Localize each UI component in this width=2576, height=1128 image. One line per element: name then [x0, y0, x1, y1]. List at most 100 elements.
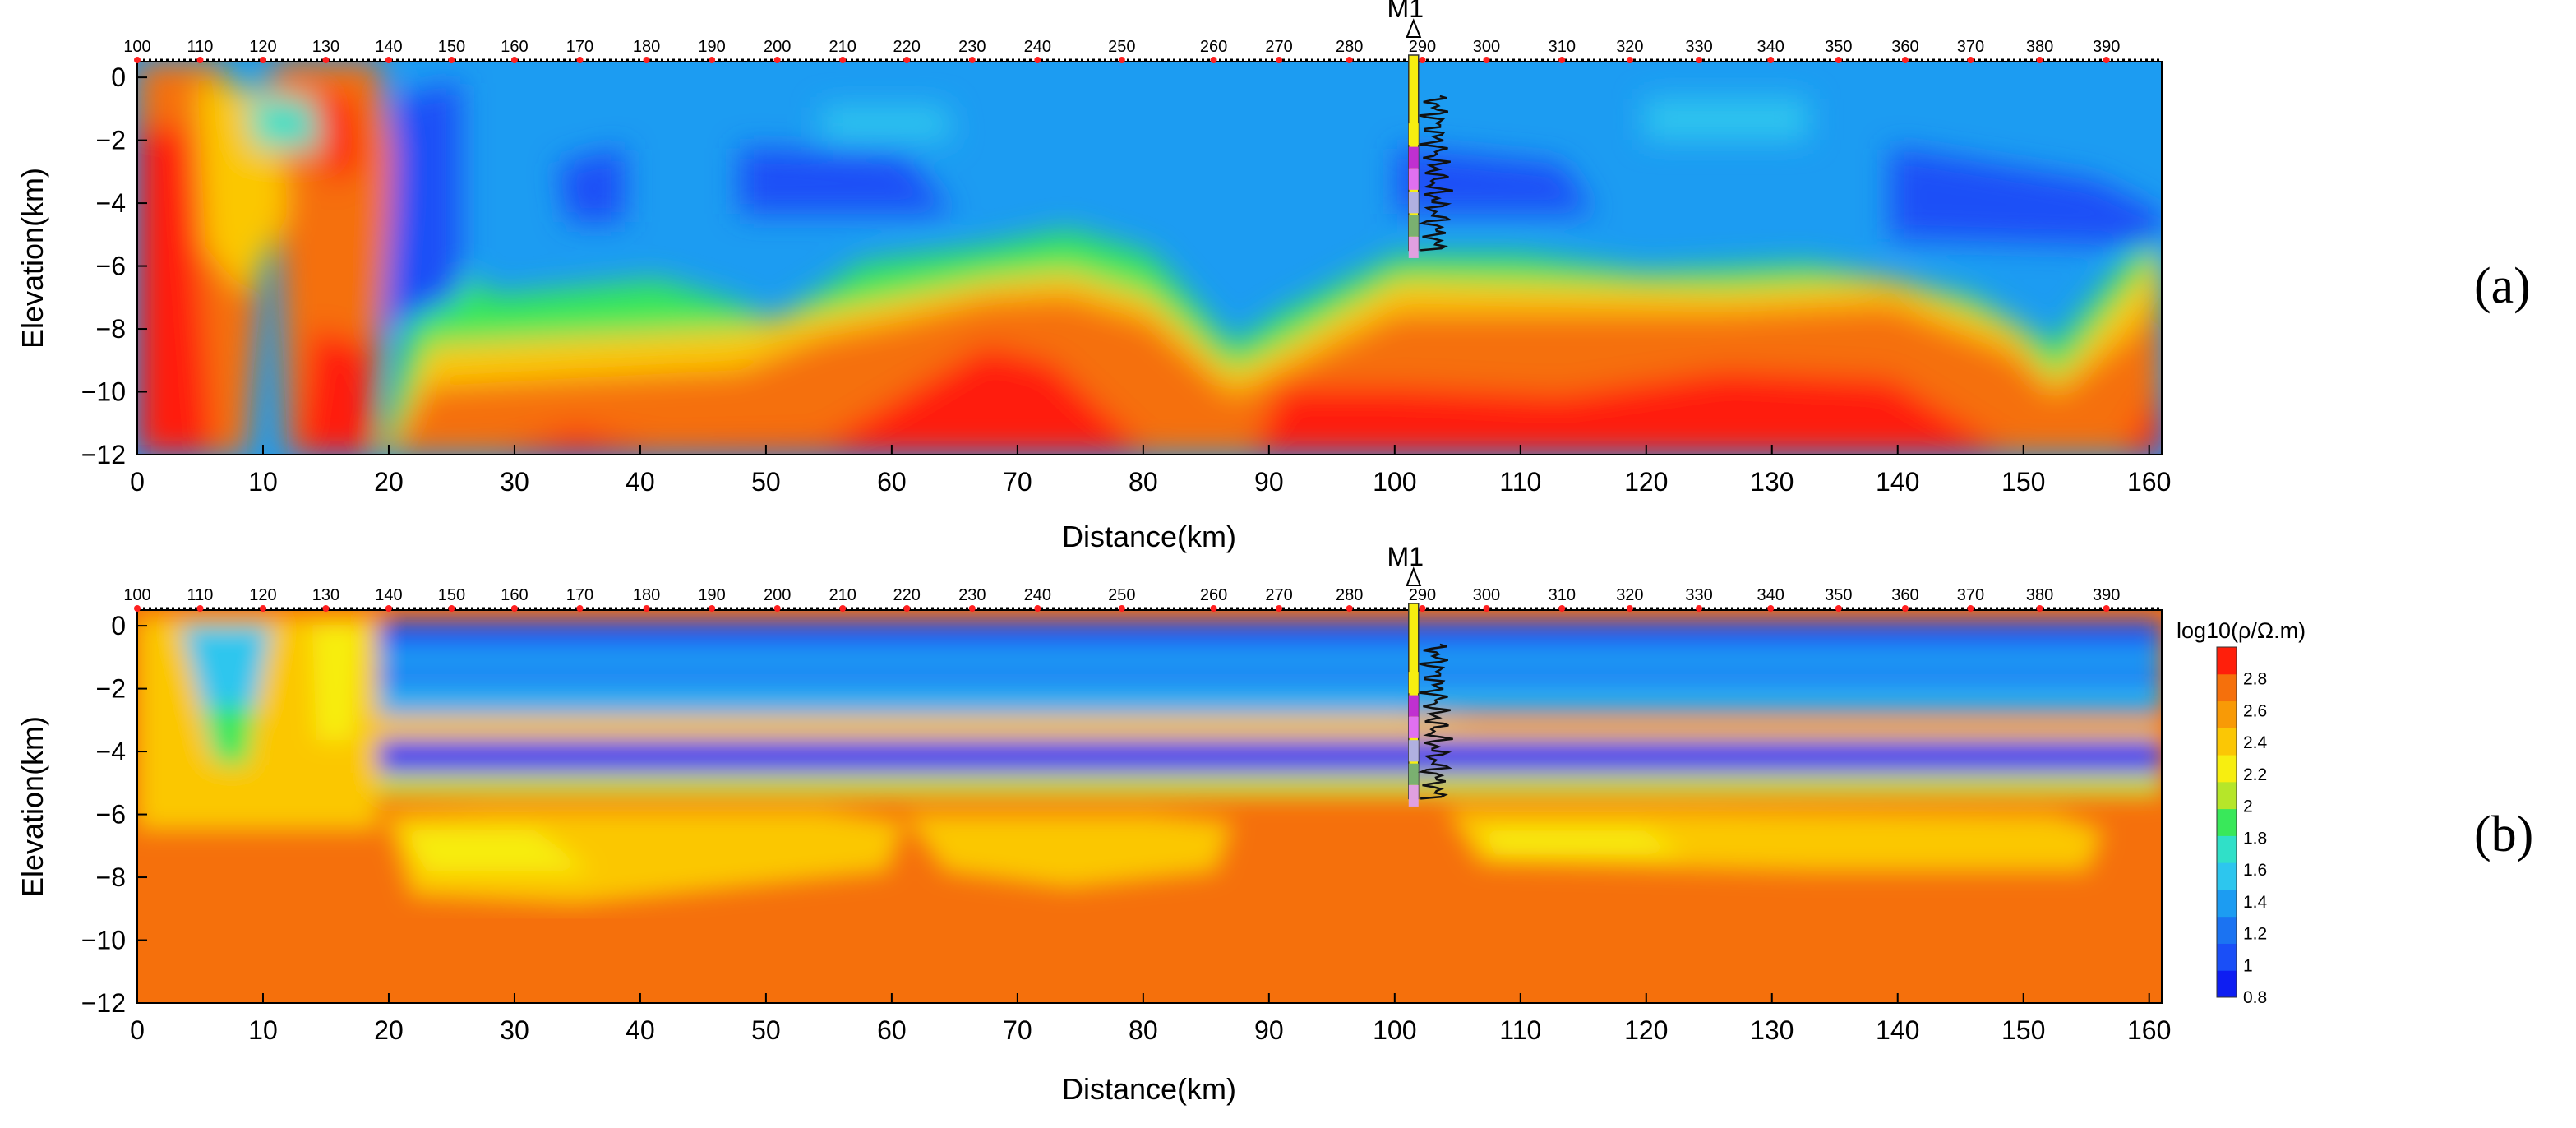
station-label-a: 130: [312, 38, 339, 56]
well-layer-b: [1408, 695, 1419, 717]
station-label-b: 320: [1616, 586, 1643, 604]
well-layer-b: [1408, 672, 1419, 694]
x-tick-label-b: 10: [248, 1015, 278, 1045]
station-label-a: 360: [1891, 38, 1918, 56]
station-label-b: 140: [375, 586, 402, 604]
plot-frame-b: [136, 609, 2163, 1004]
panel-label-b: (b): [2474, 807, 2533, 862]
x-tick-label-a: 60: [877, 467, 907, 497]
station-label-b: 250: [1108, 586, 1135, 604]
station-label-a: 150: [438, 38, 465, 56]
station-label-b: 190: [698, 586, 725, 604]
station-label-a: 170: [566, 38, 593, 56]
station-label-a: 260: [1200, 38, 1227, 56]
station-marker-a: [196, 57, 204, 63]
y-tick-label-b: −10: [81, 926, 126, 955]
y-tick-label-a: 0: [111, 62, 126, 92]
station-marker-b: [1276, 605, 1283, 612]
ylabel-a: Elevation(km): [16, 168, 49, 349]
station-marker-b: [1626, 605, 1633, 612]
colorbar-swatch: [2217, 781, 2237, 810]
y-tick-label-b: −4: [96, 737, 126, 766]
x-tick-label-b: 110: [1499, 1015, 1541, 1045]
station-marker-a: [1276, 57, 1283, 63]
station-label-a: 350: [1825, 38, 1852, 56]
x-tick-label-b: 80: [1129, 1015, 1158, 1045]
station-label-b: 230: [958, 586, 986, 604]
axes-a: 0 10 20 30 40 50 60 70 80 90 100 110 120 130 140 150 160…: [81, 0, 2172, 497]
station-marker-a: [259, 57, 266, 63]
station-label-b: 150: [438, 586, 465, 604]
x-tick-label-b: 100: [1373, 1015, 1416, 1045]
station-marker-a: [1346, 57, 1353, 63]
station-marker-b: [1483, 605, 1490, 612]
station-label-a: 300: [1473, 38, 1500, 56]
station-marker-a: [1901, 57, 1909, 63]
station-label-a: 100: [123, 38, 150, 56]
y-tick-label-b: −2: [96, 674, 126, 704]
axes-b: 0 10 20 30 40 50 60 70 80 90 100 110 120 130 140 150 160…: [81, 542, 2172, 1045]
station-marker-b: [643, 605, 650, 612]
colorbar-swatch: [2217, 647, 2237, 675]
station-marker-a: [448, 57, 455, 63]
colorbar-tick-label: 0.8: [2243, 988, 2267, 1007]
station-label-a: 240: [1024, 38, 1051, 56]
station-marker-a: [643, 57, 650, 63]
station-marker-b: [1835, 605, 1842, 612]
x-tick-label-b: 70: [1003, 1015, 1032, 1045]
station-marker-a: [2103, 57, 2110, 63]
y-tick-label-a: −8: [96, 314, 126, 344]
x-tick-label-b: 130: [1750, 1015, 1794, 1045]
y-tick-label-b: −6: [96, 800, 126, 830]
x-tick-label-a: 110: [1499, 467, 1541, 497]
well-label-a: M1: [1387, 0, 1424, 23]
station-marker-a: [1419, 57, 1426, 63]
station-marker-b: [1210, 605, 1217, 612]
x-tick-label-a: 40: [626, 467, 655, 497]
well-layer-a: [1408, 123, 1419, 146]
station-label-b: 360: [1891, 586, 1918, 604]
well-layer-b: [1408, 763, 1419, 785]
colorbar-swatch: [2217, 835, 2237, 863]
station-marker-a: [1696, 57, 1703, 63]
station-marker-b: [510, 605, 518, 612]
station-label-a: 330: [1685, 38, 1712, 56]
station-label-b: 100: [123, 586, 150, 604]
x-tick-label-a: 30: [500, 467, 529, 497]
y-tick-label-a: −10: [81, 377, 126, 407]
colorbar-swatch: [2217, 728, 2237, 756]
x-tick-label-b: 50: [751, 1015, 781, 1045]
station-label-b: 220: [893, 586, 921, 604]
station-label-b: 200: [764, 586, 791, 604]
station-marker-a: [322, 57, 330, 63]
station-marker-b: [576, 605, 584, 612]
well-log-curve-b: [1417, 643, 1453, 800]
x-tick-label-a: 80: [1129, 467, 1158, 497]
well-layer-a: [1408, 215, 1419, 237]
station-label-b: 340: [1757, 586, 1784, 604]
station-label-a: 290: [1409, 38, 1436, 56]
station-marker-b: [709, 605, 716, 612]
colorbar-swatch: [2217, 700, 2237, 728]
station-label-a: 340: [1757, 38, 1784, 56]
colorbar-tick-label: 2.6: [2243, 701, 2267, 720]
colorbar-swatch: [2217, 943, 2237, 971]
station-marker-a: [2036, 57, 2043, 63]
station-marker-b: [1767, 605, 1775, 612]
colorbar: log10(ρ/Ω.m) 2.8 2.6 2.4 2.2 2 1.8 1.6 1.4 1.2 1 0…: [2177, 618, 2306, 1007]
panel-a: 0 10 20 30 40 50 60 70 80 90 100 110 120 130 140 150 160…: [16, 0, 2531, 553]
well-label-b: M1: [1387, 542, 1424, 571]
section-image-b: [137, 610, 2162, 1003]
x-tick-label-a: 130: [1750, 467, 1794, 497]
x-tick-label-a: 150: [2001, 467, 2045, 497]
colorbar-swatches: [2216, 646, 2237, 998]
x-tick-label-b: 20: [374, 1015, 404, 1045]
station-label-a: 200: [764, 38, 791, 56]
station-marker-b: [1901, 605, 1909, 612]
x-tick-label-b: 40: [626, 1015, 655, 1045]
well-layer-a: [1408, 168, 1419, 190]
x-tick-label-b: 90: [1254, 1015, 1284, 1045]
station-label-b: 370: [1957, 586, 1984, 604]
well-layer-a: [1408, 236, 1419, 258]
x-tick-label-b: 150: [2001, 1015, 2045, 1045]
